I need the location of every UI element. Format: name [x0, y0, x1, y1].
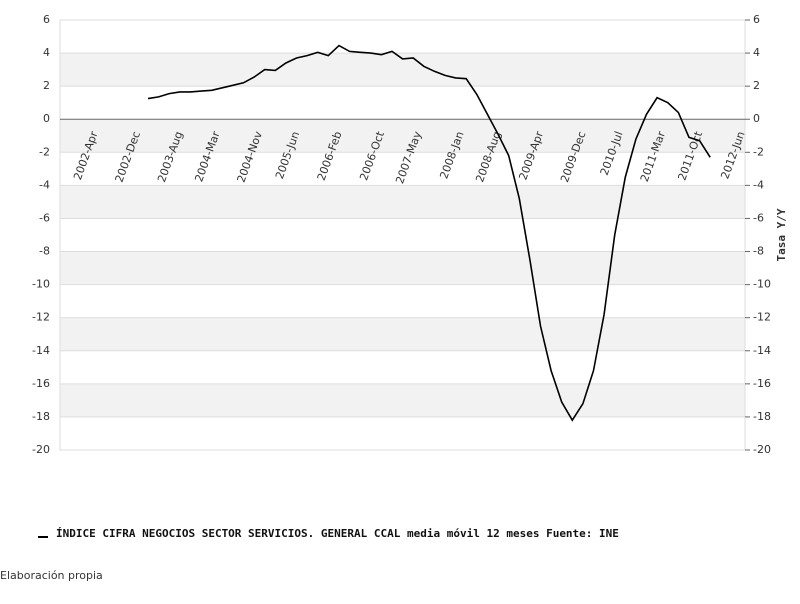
y2-tick-label: -18 — [753, 410, 771, 423]
y2-tick-label: -8 — [753, 245, 764, 258]
y2-axis-title: Tasa Y/Y — [775, 208, 788, 261]
y-tick-label: -2 — [39, 145, 50, 158]
y-tick-label: 2 — [43, 79, 50, 92]
y2-tick-label: 0 — [753, 112, 760, 125]
y-tick-label: 0 — [43, 112, 50, 125]
footer: Elaboración propia — [0, 569, 103, 582]
y-tick-label: -20 — [32, 443, 50, 456]
y2-tick-label: 2 — [753, 79, 760, 92]
y2-tick-label: -12 — [753, 311, 771, 324]
y-tick-label: 6 — [43, 13, 50, 26]
y2-tick-label: -6 — [753, 211, 764, 224]
y-tick-label: -14 — [32, 344, 50, 357]
y2-tick-label: -10 — [753, 278, 771, 291]
y2-tick-label: -16 — [753, 377, 771, 390]
grid-band — [60, 317, 745, 351]
y-tick-label: 4 — [43, 46, 50, 59]
y-tick-label: -12 — [32, 311, 50, 324]
y-tick-label: -10 — [32, 278, 50, 291]
y-tick-label: -8 — [39, 245, 50, 258]
series-line — [147, 44, 711, 422]
y2-tick-label: 4 — [753, 46, 760, 59]
y-tick-label: -6 — [39, 211, 50, 224]
grid-band — [60, 185, 745, 219]
y2-tick-label: 6 — [753, 13, 760, 26]
grid-band — [60, 119, 745, 153]
y2-tick-label: -20 — [753, 443, 771, 456]
y-tick-label: -16 — [32, 377, 50, 390]
y2-tick-label: -4 — [753, 178, 764, 191]
grid-band — [60, 251, 745, 285]
grid-band — [60, 383, 745, 417]
y-tick-label: -18 — [32, 410, 50, 423]
y2-tick-label: -2 — [753, 145, 764, 158]
legend-label: ÍNDICE CIFRA NEGOCIOS SECTOR SERVICIOS. … — [56, 527, 619, 540]
y2-tick-label: -14 — [753, 344, 771, 357]
y-tick-label: -4 — [39, 178, 50, 191]
